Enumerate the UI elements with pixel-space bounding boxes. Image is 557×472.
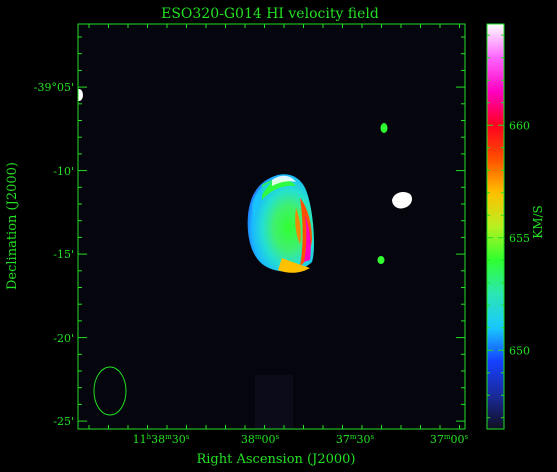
x-tick-2-m-unit: m: [255, 433, 262, 441]
x-tick-3-m: 37: [336, 433, 350, 446]
colorbar-tick-label: 650: [509, 344, 530, 357]
x-tick-1-h-unit: h: [147, 433, 152, 441]
white-blob: [392, 192, 412, 209]
x-ticks: [88, 24, 460, 429]
x-tick-4-m-unit: m: [444, 433, 451, 441]
x-tick-1-m-unit: m: [165, 433, 172, 441]
x-tick-label-3: 37m30s: [336, 433, 375, 446]
x-tick-1-s-unit: s: [186, 433, 190, 441]
y-tick-label-5: -25': [53, 415, 74, 428]
y-tick-label-4: -20': [53, 332, 74, 345]
colorbar-tick-label: 655: [509, 232, 530, 245]
y-tick-label-1: -39°05': [34, 81, 74, 94]
colorbar-ticks: [487, 34, 504, 419]
y-ticks: [78, 36, 465, 422]
x-tick-3-m-unit: m: [350, 433, 357, 441]
x-tick-label-4: 37m00s: [430, 433, 469, 446]
x-axis-title: Right Ascension (J2000): [196, 452, 355, 467]
colorbar-tick-label: 660: [509, 119, 530, 132]
noise-stripe: [255, 375, 293, 429]
x-tick-3-s: 30: [357, 433, 371, 446]
x-tick-4-s: 00: [451, 433, 465, 446]
y-tick-label-2: -10': [53, 165, 74, 178]
x-tick-4-m: 37: [430, 433, 444, 446]
y-axis-title: Declination (J2000): [5, 162, 20, 290]
x-tick-2-s: 00: [262, 433, 276, 446]
x-tick-1-h: 11: [133, 433, 147, 446]
x-tick-2-s-unit: s: [276, 433, 280, 441]
x-tick-label-1: 11h38m30s: [133, 433, 190, 446]
beam-ellipse: [93, 366, 127, 416]
image-frame: [77, 23, 466, 430]
chart-title: ESO320-G014 HI velocity field: [161, 6, 379, 22]
galaxy-velocity-field: [247, 174, 314, 273]
colorbar-title: KM/S: [531, 205, 545, 239]
green-blob-upper: [380, 123, 388, 133]
image-panel: [78, 24, 465, 429]
colorbar-tick-labels: 650 655 660: [509, 119, 530, 357]
x-tick-1-m: 38: [151, 433, 165, 446]
x-tick-2-m: 38: [241, 433, 255, 446]
x-tick-label-2: 38m00s: [241, 433, 280, 446]
x-tick-4-s-unit: s: [465, 433, 469, 441]
green-blob-lower: [377, 256, 385, 264]
colorbar: [486, 23, 505, 430]
x-tick-3-s-unit: s: [371, 433, 375, 441]
x-tick-1-s: 30: [172, 433, 186, 446]
y-tick-label-3: -15': [53, 248, 74, 261]
white-edge-blob: [78, 89, 83, 101]
